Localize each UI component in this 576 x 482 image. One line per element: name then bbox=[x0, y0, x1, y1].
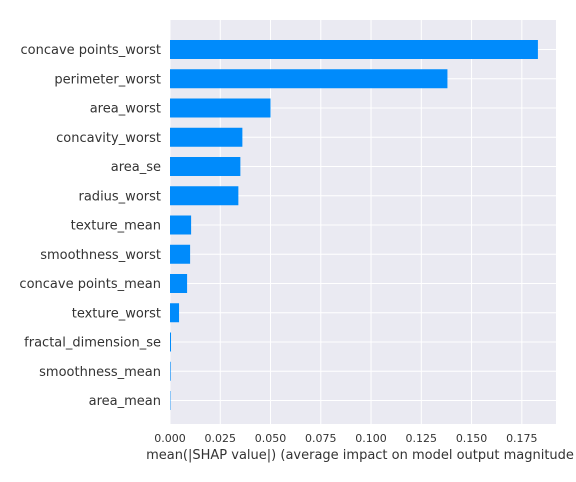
bar-fractal-dimension-se bbox=[170, 332, 172, 352]
y-tick-label: area_worst bbox=[90, 102, 161, 117]
x-tick-labels: 0.000 0.025 0.050 0.075 0.100 0.125 0.150 0.175 bbox=[154, 432, 537, 445]
x-tick-label: 0.075 bbox=[305, 432, 337, 445]
x-tick-label: 0.100 bbox=[355, 432, 387, 445]
y-tick-label: concave points_worst bbox=[20, 43, 161, 58]
bar-texture-worst bbox=[170, 303, 180, 323]
y-tick-label: perimeter_worst bbox=[54, 72, 161, 87]
bar-concave-points-mean bbox=[170, 274, 188, 293]
bar-texture-mean bbox=[170, 215, 192, 235]
bar-radius-worst bbox=[170, 186, 239, 206]
x-tick-label: 0.175 bbox=[506, 432, 538, 445]
y-tick-label: area_mean bbox=[89, 394, 161, 409]
x-axis-label: mean(|SHAP value|) (average impact on mo… bbox=[146, 448, 574, 463]
bar-smoothness-worst bbox=[170, 244, 191, 264]
bar-concave-points-worst bbox=[170, 40, 538, 59]
y-tick-label: texture_mean bbox=[71, 219, 161, 234]
bar-concavity-worst bbox=[170, 127, 243, 147]
y-tick-label: smoothness_worst bbox=[40, 248, 161, 263]
y-tick-labels: concave points_worst perimeter_worst area_… bbox=[19, 43, 161, 409]
y-tick-label: concave points_mean bbox=[19, 277, 161, 292]
bar-smoothness-mean bbox=[170, 361, 171, 381]
x-tick-label: 0.125 bbox=[406, 432, 438, 445]
x-tick-label: 0.000 bbox=[154, 432, 186, 445]
y-tick-label: concavity_worst bbox=[56, 131, 161, 146]
bars bbox=[170, 40, 538, 410]
y-tick-label: smoothness_mean bbox=[39, 365, 161, 380]
x-tick-label: 0.025 bbox=[205, 432, 237, 445]
y-tick-label: fractal_dimension_se bbox=[24, 336, 161, 351]
y-tick-label: radius_worst bbox=[79, 189, 162, 204]
x-tick-label: 0.150 bbox=[456, 432, 488, 445]
y-tick-label: area_se bbox=[111, 160, 161, 175]
bar-area-se bbox=[170, 157, 241, 176]
x-tick-label: 0.050 bbox=[255, 432, 287, 445]
y-tick-label: texture_worst bbox=[72, 306, 161, 321]
bar-area-worst bbox=[170, 98, 271, 118]
bar-perimeter-worst bbox=[170, 69, 448, 89]
